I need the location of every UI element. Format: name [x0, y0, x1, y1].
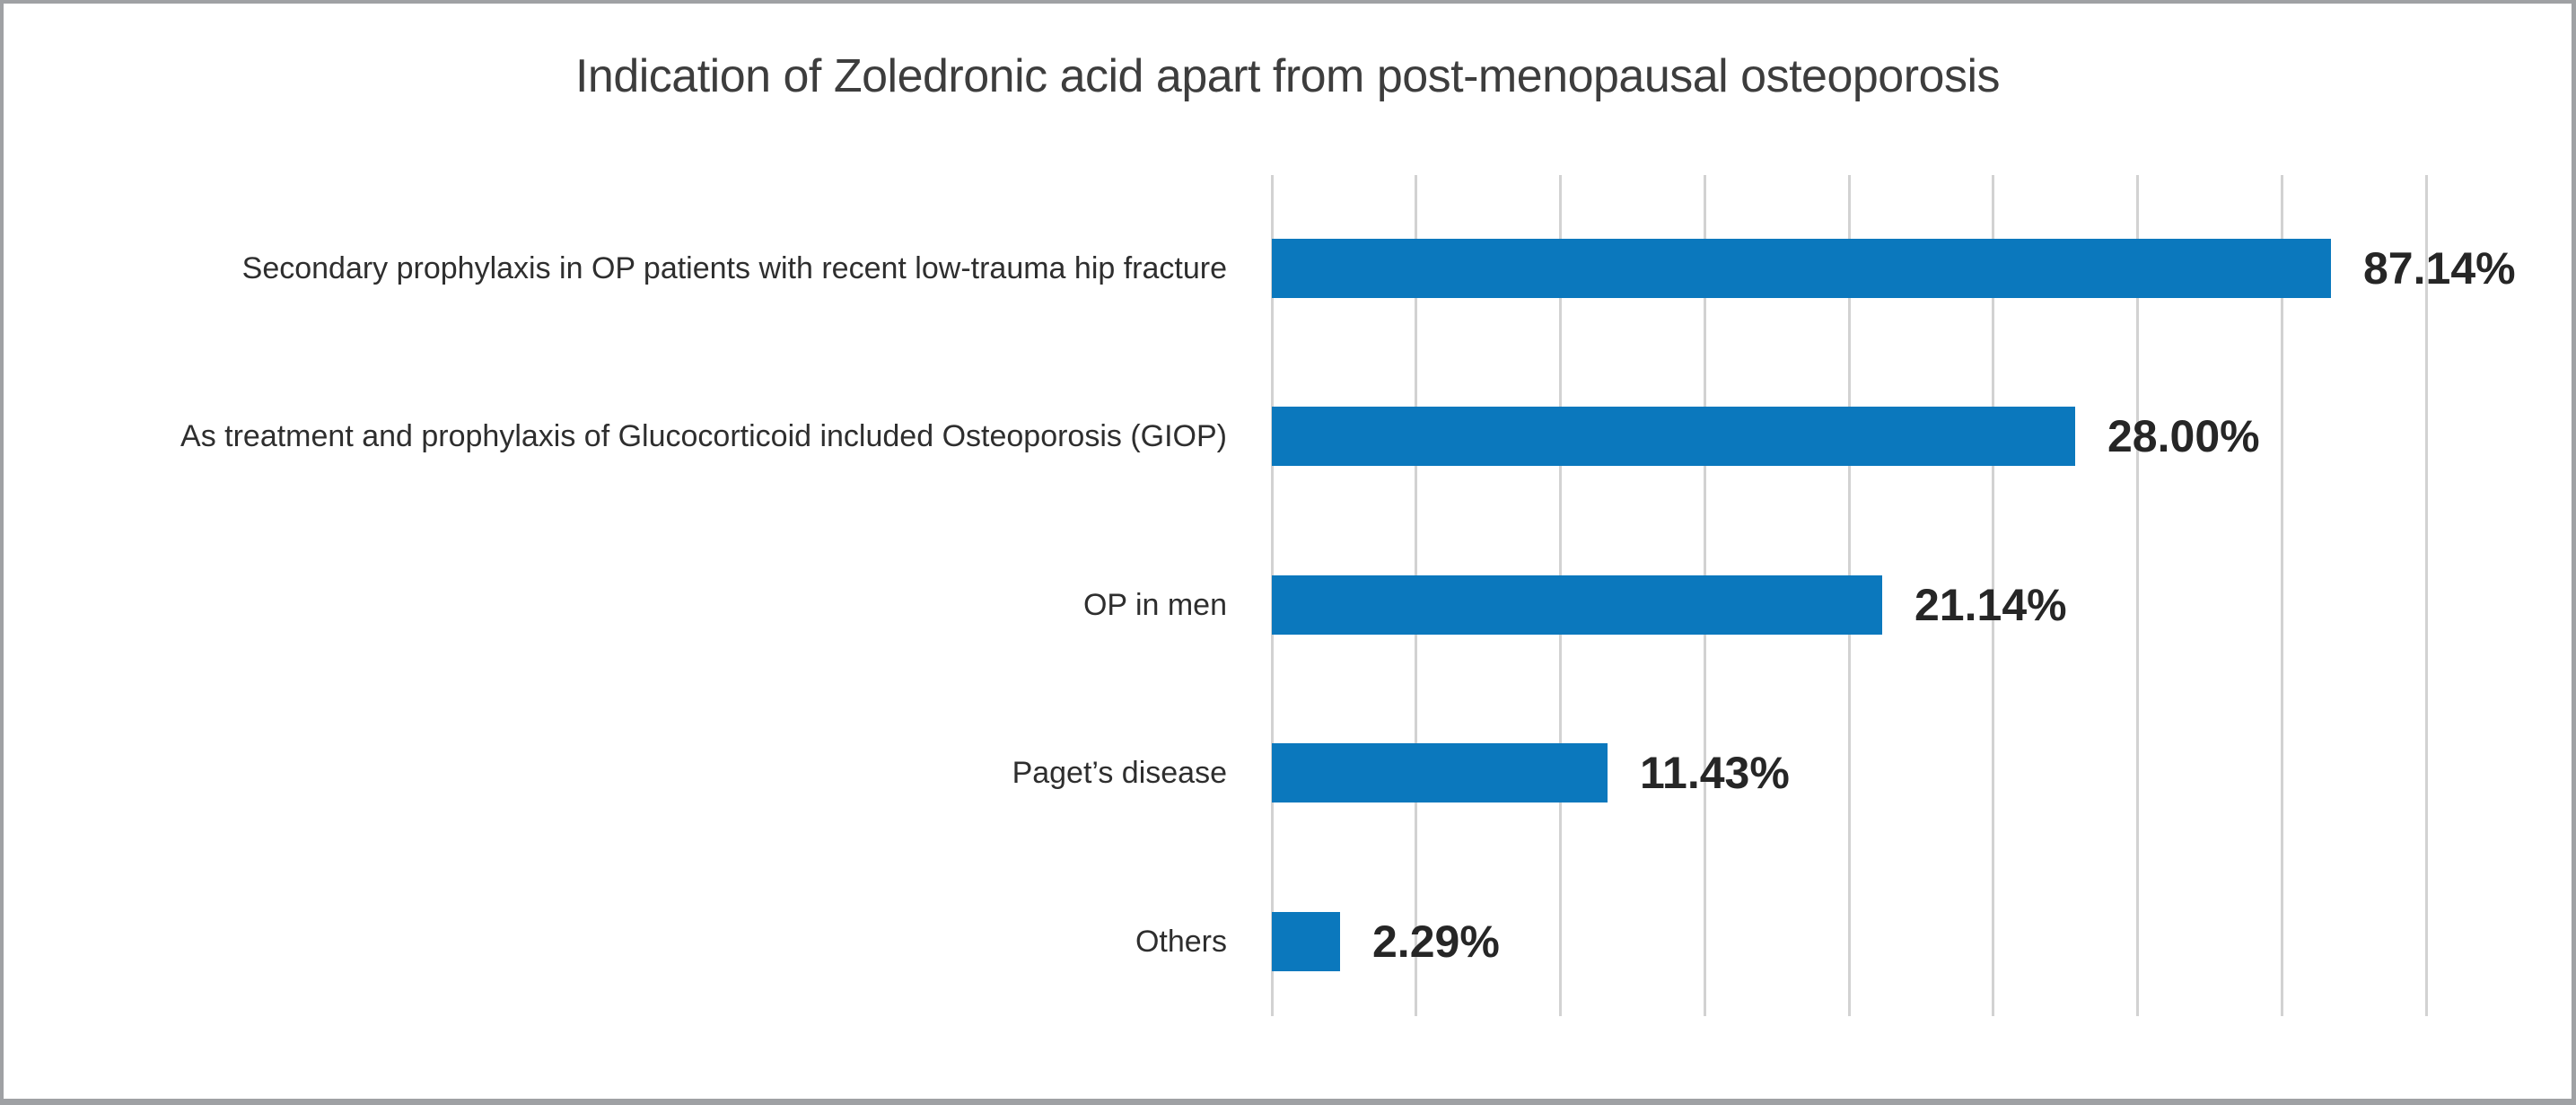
vertical-gridline: [2424, 175, 2428, 1016]
category-label: Secondary prophylaxis in OP patients wit…: [241, 251, 1227, 285]
value-label: 28.00%: [2107, 411, 2260, 462]
value-label: 21.14%: [1914, 579, 2067, 630]
vertical-gridline: [1992, 175, 1995, 1016]
vertical-gridline: [2280, 175, 2283, 1016]
bar: [1272, 743, 1608, 803]
value-label: 87.14%: [2363, 243, 2516, 294]
category-label: As treatment and prophylaxis of Glucocor…: [180, 419, 1227, 454]
value-label: 2.29%: [1372, 916, 1500, 967]
category-label: Paget’s disease: [1012, 756, 1227, 791]
category-label: OP in men: [1082, 587, 1227, 622]
bar: [1272, 407, 2075, 467]
chart-title: Indication of Zoledronic acid apart from…: [574, 50, 2001, 102]
bar: [1272, 239, 2331, 298]
vertical-gridline: [2136, 175, 2139, 1016]
chart-canvas: Indication of Zoledronic acid apart from…: [4, 4, 2572, 1099]
bar: [1272, 911, 1340, 971]
bar: [1272, 574, 1882, 635]
category-label: Others: [1135, 924, 1227, 959]
value-label: 11.43%: [1640, 748, 1790, 799]
